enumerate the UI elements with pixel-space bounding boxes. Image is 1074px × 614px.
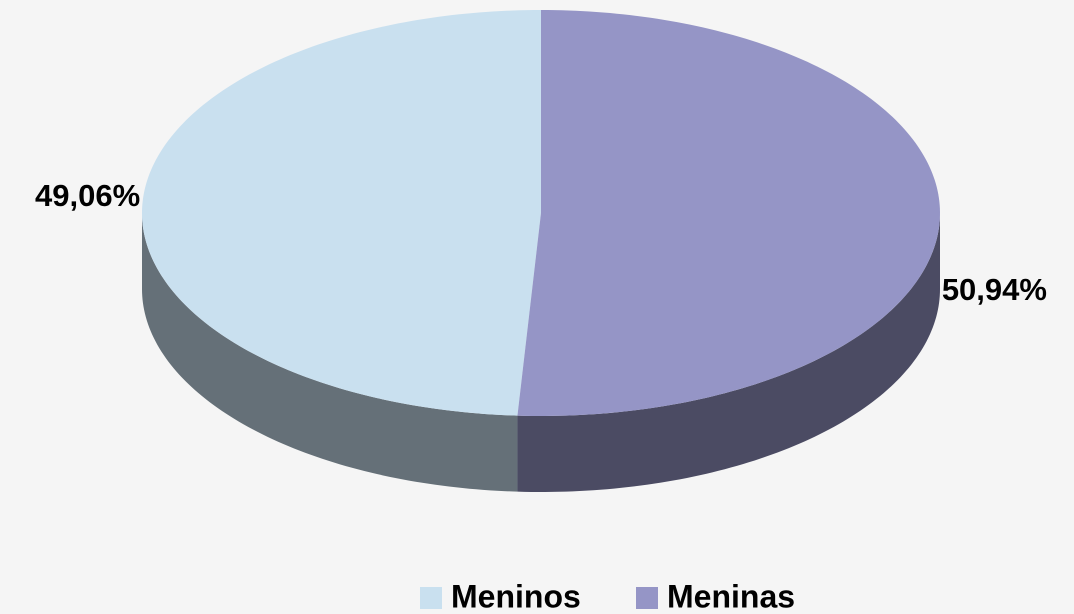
data-label: 50,94%	[942, 272, 1047, 307]
slice-side	[142, 213, 518, 492]
slice	[142, 10, 541, 416]
slice-side	[517, 213, 940, 492]
slice	[517, 10, 940, 416]
data-label: 49,06%	[35, 178, 140, 213]
legend-swatch	[636, 587, 658, 609]
legend-swatch	[420, 587, 442, 609]
legend-label: Meninos	[451, 578, 581, 614]
legend-label: Meninas	[667, 578, 795, 614]
